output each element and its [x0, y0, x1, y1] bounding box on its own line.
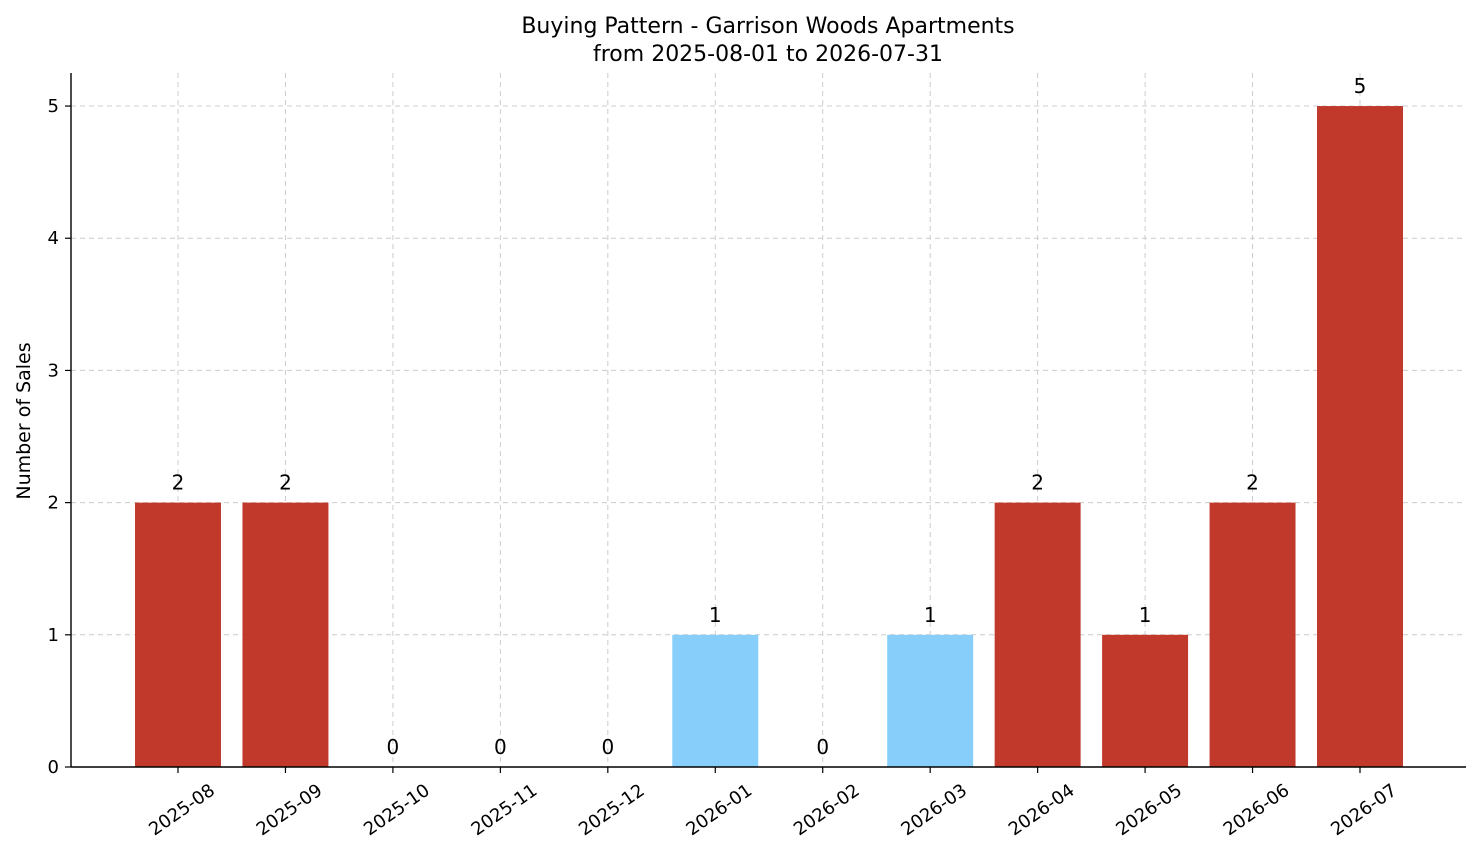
y-tick-label: 3: [48, 360, 59, 381]
bar-value-label: 2: [1031, 471, 1044, 495]
x-tick-label: 2025-09: [253, 780, 327, 840]
x-tick-label: 2025-10: [360, 780, 434, 840]
bar-value-label: 5: [1354, 74, 1367, 98]
x-tick-label: 2026-03: [897, 780, 971, 840]
bar-value-label: 1: [924, 603, 937, 627]
x-tick-label: 2026-02: [790, 780, 864, 840]
bar-value-label: 1: [709, 603, 722, 627]
x-tick-label: 2026-07: [1327, 780, 1401, 840]
bar-value-label: 0: [816, 735, 829, 759]
x-tick-label: 2025-12: [575, 780, 649, 840]
bars: [135, 106, 1403, 768]
y-tick-label: 4: [48, 228, 59, 249]
bar: [242, 502, 329, 767]
bar-value-label: 0: [494, 735, 507, 759]
bar-value-labels: 2 2 0 0 0 1 0 1 2 1 2 5: [172, 74, 1367, 759]
bar: [135, 502, 221, 767]
x-tick-label: 2026-06: [1220, 780, 1294, 840]
bar: [672, 634, 759, 767]
x-tick-label: 2026-04: [1005, 780, 1079, 840]
y-tick-label: 1: [48, 625, 59, 646]
chart-title: Buying Pattern - Garrison Woods Apartmen…: [521, 14, 1014, 39]
bar-value-label: 2: [1246, 471, 1259, 495]
bar-value-label: 0: [387, 735, 400, 759]
x-tick-label: 2026-05: [1112, 780, 1186, 840]
x-tick-label: 2025-11: [468, 780, 542, 840]
y-tick-label: 2: [48, 493, 59, 514]
y-tick-label: 0: [48, 757, 59, 778]
bar: [1102, 634, 1189, 767]
bar: [1209, 502, 1296, 767]
bar-value-label: 0: [601, 735, 614, 759]
bar-value-label: 2: [279, 471, 292, 495]
chart-subtitle: from 2025-08-01 to 2026-07-31: [593, 42, 943, 67]
bar: [1317, 106, 1403, 768]
y-axis-label: Number of Sales: [13, 342, 35, 499]
bar-value-label: 2: [172, 471, 185, 495]
bar: [994, 502, 1081, 767]
x-tick-label: 2025-08: [145, 780, 219, 840]
bar: [887, 634, 974, 767]
x-tick-label: 2026-01: [682, 780, 756, 840]
y-tick-label: 5: [48, 96, 59, 117]
bar-value-label: 1: [1139, 603, 1152, 627]
